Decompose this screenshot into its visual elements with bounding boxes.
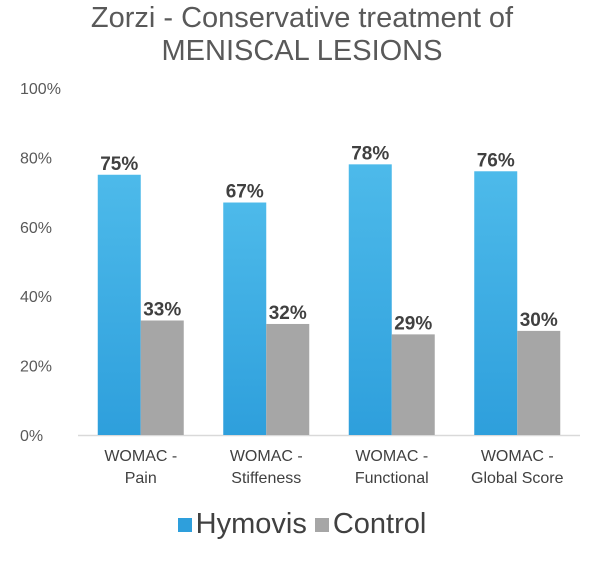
data-label: 75% [100, 154, 138, 175]
legend-swatch-control [314, 517, 329, 532]
x-category-label: Functional [355, 470, 429, 487]
legend-label-control: Control [332, 508, 427, 540]
legend-swatch-hymovis [177, 517, 192, 532]
chart-legend: Hymovis Control [0, 508, 604, 541]
legend-label-hymovis: Hymovis [195, 508, 307, 540]
bar-chart: 0% 20% 40% 60% 80% 100% 75% 33% WOMAC - Pain 67% 32… [20, 81, 580, 487]
bar-control [140, 320, 184, 435]
x-category-label: WOMAC - [481, 448, 554, 465]
x-category-label: Pain [125, 470, 157, 487]
bar-control [391, 334, 435, 435]
bar-control [517, 330, 561, 435]
x-category-label: Stiffeness [231, 470, 301, 487]
x-category-label: WOMAC - [104, 448, 177, 465]
data-label: 30% [520, 310, 558, 331]
bar-hymovis [348, 164, 392, 435]
bar-hymovis [223, 202, 267, 435]
data-label: 76% [477, 150, 515, 171]
data-label: 29% [394, 313, 432, 334]
x-category-label: WOMAC - [355, 448, 428, 465]
chart-title-line1: Zorzi - Conservative treatment of [90, 2, 514, 34]
x-category-label: WOMAC - [230, 448, 303, 465]
y-tick-label: 80% [20, 150, 52, 167]
y-tick-label: 40% [20, 289, 52, 306]
bar-control [266, 323, 310, 435]
data-label: 32% [269, 303, 307, 324]
y-tick-label: 60% [20, 220, 52, 237]
bar-hymovis [97, 174, 141, 435]
data-label: 67% [226, 182, 264, 203]
data-label: 78% [351, 143, 389, 164]
bar-hymovis [474, 171, 518, 435]
y-tick-label: 20% [20, 359, 52, 376]
chart-title: Zorzi - Conservative treatment of MENISC… [0, 2, 604, 68]
chart-subtitle: MENISCAL LESIONS [161, 35, 443, 67]
legend-item-hymovis: Hymovis [177, 508, 307, 541]
y-tick-label: 0% [20, 428, 43, 445]
data-label: 33% [143, 299, 181, 320]
x-category-label: Global Score [471, 470, 564, 487]
legend-item-control: Control [314, 508, 427, 541]
y-tick-label: 100% [20, 81, 61, 98]
